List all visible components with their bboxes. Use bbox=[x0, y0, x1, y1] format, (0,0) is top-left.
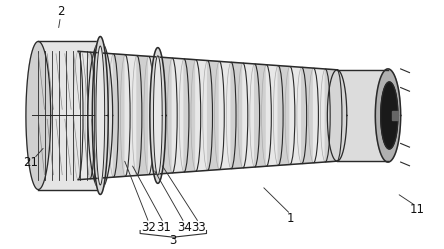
Polygon shape bbox=[290, 66, 302, 165]
Polygon shape bbox=[92, 37, 108, 194]
Polygon shape bbox=[125, 55, 137, 176]
Polygon shape bbox=[161, 57, 172, 174]
Polygon shape bbox=[114, 54, 125, 177]
Polygon shape bbox=[137, 56, 149, 176]
Polygon shape bbox=[149, 56, 161, 175]
Text: 1: 1 bbox=[287, 212, 294, 225]
Polygon shape bbox=[208, 61, 219, 170]
Polygon shape bbox=[154, 56, 162, 175]
Polygon shape bbox=[392, 111, 398, 120]
Polygon shape bbox=[90, 52, 102, 179]
Text: 2: 2 bbox=[57, 5, 64, 18]
Polygon shape bbox=[172, 58, 184, 173]
Polygon shape bbox=[313, 68, 325, 163]
Polygon shape bbox=[278, 65, 290, 165]
Text: 34: 34 bbox=[177, 221, 192, 234]
Polygon shape bbox=[102, 53, 114, 178]
Polygon shape bbox=[219, 62, 231, 170]
Polygon shape bbox=[375, 69, 400, 162]
Polygon shape bbox=[26, 41, 51, 189]
Text: 33: 33 bbox=[192, 221, 206, 234]
Polygon shape bbox=[231, 62, 243, 169]
Polygon shape bbox=[243, 63, 255, 168]
Polygon shape bbox=[96, 46, 105, 185]
Polygon shape bbox=[302, 67, 313, 164]
Polygon shape bbox=[266, 65, 278, 166]
Polygon shape bbox=[325, 69, 337, 162]
Polygon shape bbox=[381, 82, 398, 149]
Polygon shape bbox=[184, 59, 196, 172]
Text: 31: 31 bbox=[156, 221, 171, 234]
Polygon shape bbox=[150, 48, 166, 183]
Polygon shape bbox=[196, 60, 208, 171]
Text: 32: 32 bbox=[142, 221, 156, 234]
Text: 3: 3 bbox=[170, 234, 177, 247]
Polygon shape bbox=[78, 51, 90, 180]
Text: 11: 11 bbox=[409, 203, 424, 216]
Polygon shape bbox=[337, 70, 388, 161]
Polygon shape bbox=[255, 64, 266, 167]
Text: 21: 21 bbox=[23, 156, 38, 169]
Polygon shape bbox=[88, 41, 113, 189]
Polygon shape bbox=[38, 41, 100, 189]
Polygon shape bbox=[327, 70, 347, 161]
